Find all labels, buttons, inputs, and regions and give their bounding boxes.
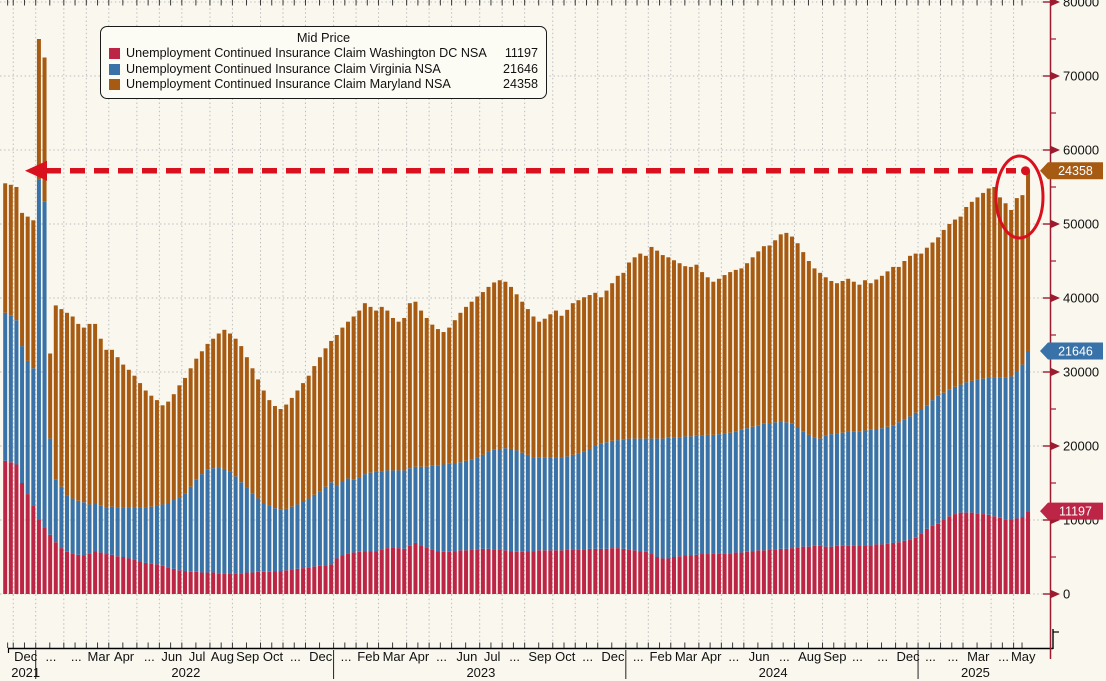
maryland-series-value: 24358 [502, 77, 538, 92]
svg-text:...: ... [925, 649, 936, 664]
svg-text:...: ... [71, 649, 82, 664]
svg-text:...: ... [509, 649, 520, 664]
dc-series-value: 11197 [504, 46, 538, 60]
svg-text:...: ... [144, 649, 155, 664]
x-axis: Dec...... Mar Apr... Jun Jul Aug Sep Oct... Dec.… [7, 629, 1059, 680]
svg-text:Sep: Sep [236, 649, 259, 664]
maryland-series-label: Unemployment Continued Insurance Claim M… [126, 77, 451, 92]
svg-text:2025: 2025 [961, 665, 990, 680]
svg-text:Sep: Sep [528, 649, 551, 664]
svg-text:Jul: Jul [484, 649, 501, 664]
svg-text:30000: 30000 [1063, 365, 1099, 380]
highlight-ellipse [994, 154, 1045, 240]
legend-title: Mid Price [296, 30, 351, 45]
svg-text:Feb: Feb [650, 649, 672, 664]
svg-text:40000: 40000 [1063, 291, 1099, 306]
svg-text:Mar: Mar [967, 649, 990, 664]
svg-text:70000: 70000 [1063, 69, 1099, 84]
svg-text:2024: 2024 [759, 665, 788, 680]
svg-text:60000: 60000 [1063, 143, 1099, 158]
svg-text:Mar: Mar [88, 649, 111, 664]
svg-text:20000: 20000 [1063, 439, 1099, 454]
legend-item-maryland: Unemployment Continued Insurance Claim M… [109, 77, 538, 93]
arrowhead-left-icon [25, 160, 47, 181]
axis-value-badge [1040, 342, 1103, 360]
svg-text:Apr: Apr [114, 649, 135, 664]
svg-text:Aug: Aug [211, 649, 234, 664]
axis-minor-ticks [7, 0, 1023, 648]
svg-text:Oct: Oct [263, 649, 284, 664]
axis-value-badge [1040, 502, 1103, 520]
svg-text:Feb: Feb [357, 649, 379, 664]
annotation-layer [25, 154, 1045, 240]
y-axis: 0100002000030000400005000060000700008000… [1043, 0, 1099, 659]
svg-text:Dec: Dec [601, 649, 625, 664]
svg-text:...: ... [948, 649, 959, 664]
svg-text:...: ... [341, 649, 352, 664]
svg-text:Sep: Sep [823, 649, 846, 664]
svg-text:2022: 2022 [171, 665, 200, 680]
svg-text:80000: 80000 [1063, 0, 1099, 10]
svg-text:Dec: Dec [309, 649, 333, 664]
virginia-series-swatch [109, 63, 120, 75]
svg-text:...: ... [582, 649, 593, 664]
svg-text:...: ... [998, 649, 1009, 664]
svg-text:2021: 2021 [11, 665, 40, 680]
maryland-series-swatch [109, 79, 120, 91]
svg-text:Jun: Jun [161, 649, 182, 664]
svg-text:21646: 21646 [1058, 344, 1093, 358]
dc-series-label: Unemployment Continued Insurance Claim W… [126, 46, 487, 60]
svg-text:24358: 24358 [1058, 164, 1093, 178]
svg-text:Apr: Apr [701, 649, 722, 664]
svg-text:2023: 2023 [466, 665, 495, 680]
arrow-origin-dot [1021, 166, 1030, 176]
virginia-series-label: Unemployment Continued Insurance Claim V… [126, 61, 441, 76]
svg-text:...: ... [852, 649, 863, 664]
svg-text:...: ... [290, 649, 301, 664]
svg-text:50000: 50000 [1063, 217, 1099, 232]
svg-text:Jul: Jul [189, 649, 206, 664]
svg-text:Dec: Dec [896, 649, 920, 664]
legend: Mid Price Unemployment Continued Insuran… [100, 26, 547, 99]
bars-layer [3, 39, 1031, 594]
svg-text:Oct: Oct [555, 649, 576, 664]
svg-text:0: 0 [1063, 587, 1070, 602]
axis-value-badge [1040, 162, 1103, 180]
legend-item-washington-dc: Unemployment Continued Insurance Claim W… [109, 46, 538, 62]
svg-text:Aug: Aug [798, 649, 821, 664]
svg-text:Jun: Jun [456, 649, 477, 664]
svg-text:Jun: Jun [749, 649, 770, 664]
svg-text:...: ... [728, 649, 739, 664]
svg-text:...: ... [46, 649, 57, 664]
grid-layer [0, 0, 1048, 647]
svg-text:...: ... [779, 649, 790, 664]
svg-text:...: ... [877, 649, 888, 664]
svg-text:...: ... [436, 649, 447, 664]
svg-text:Apr: Apr [409, 649, 430, 664]
svg-text:Mar: Mar [675, 649, 698, 664]
svg-text:11197: 11197 [1059, 504, 1092, 518]
dc-series-swatch [109, 48, 120, 60]
virginia-series-value: 21646 [502, 61, 538, 76]
legend-item-virginia: Unemployment Continued Insurance Claim V… [109, 62, 538, 78]
svg-text:...: ... [633, 649, 644, 664]
badge-layer: 24358 21646 11197 [1040, 162, 1103, 520]
svg-text:Dec: Dec [14, 649, 38, 664]
svg-text:May: May [1011, 649, 1036, 664]
svg-text:Mar: Mar [383, 649, 406, 664]
